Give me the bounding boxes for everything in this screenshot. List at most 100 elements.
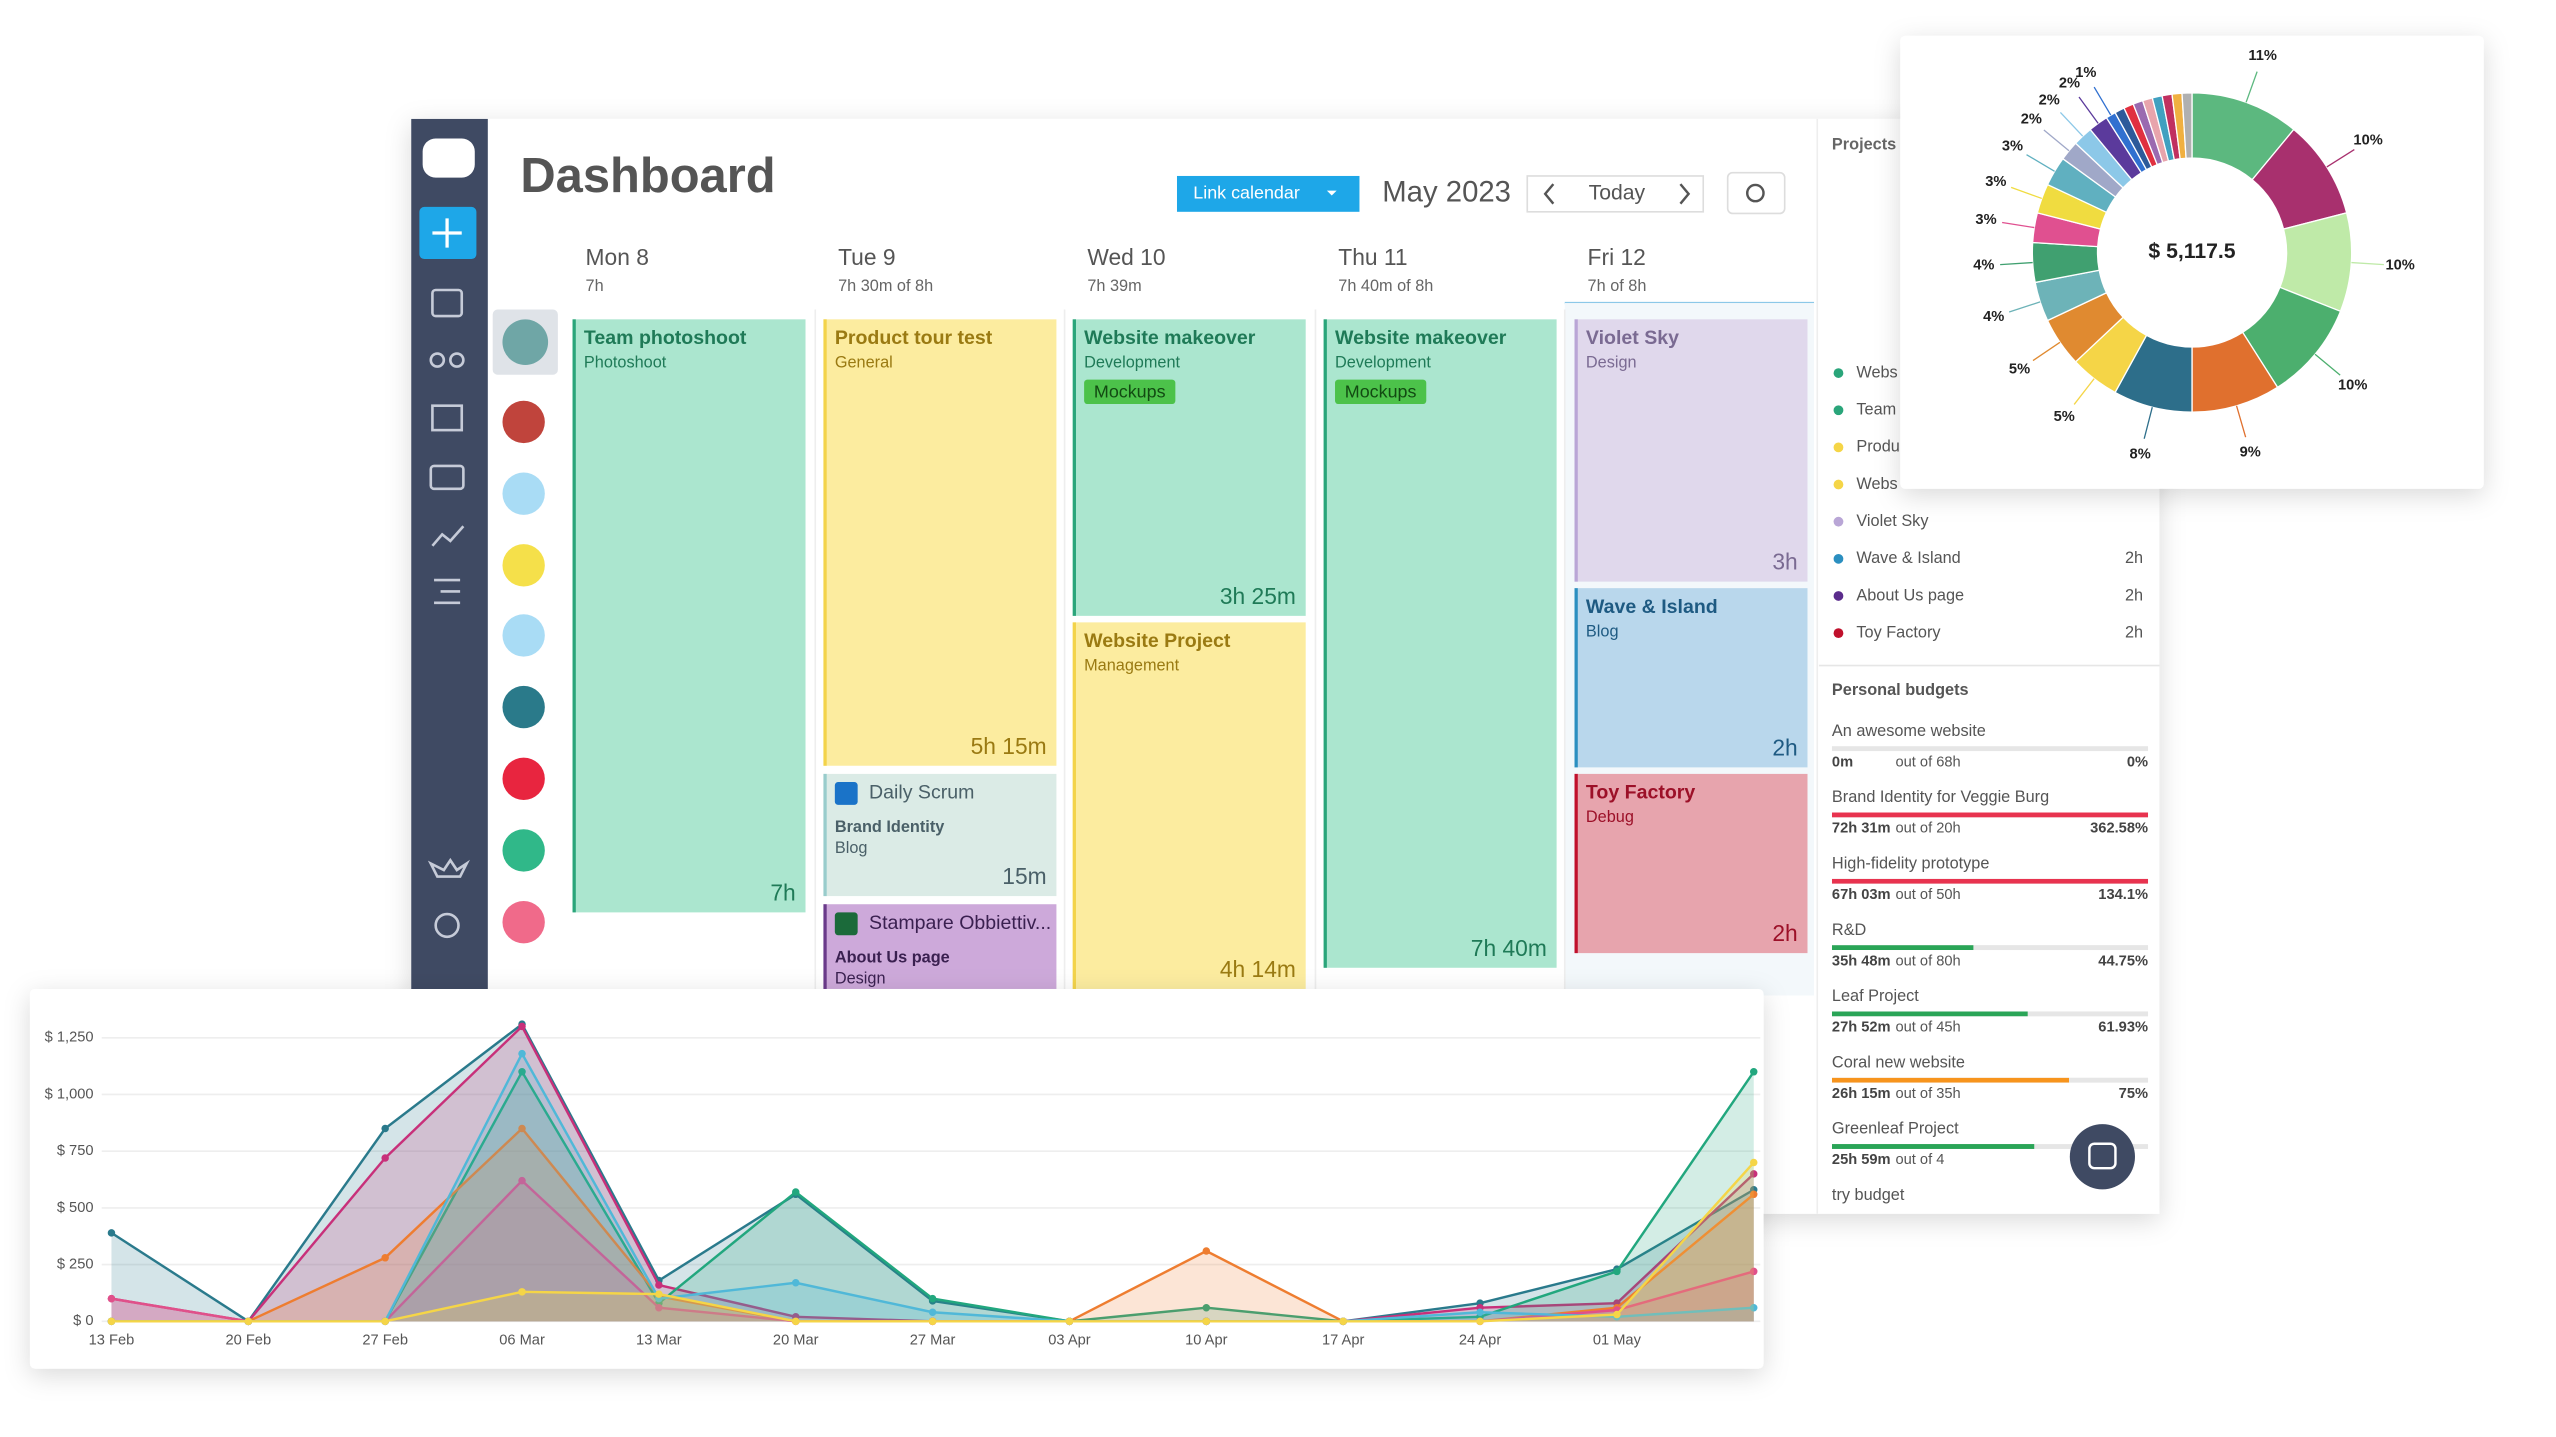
- budget-name: Coral new website: [1832, 1053, 1965, 1071]
- event-title: Team photoshoot: [584, 327, 747, 349]
- series-point: [1476, 1308, 1484, 1316]
- donut-leader: [2235, 405, 2247, 438]
- x-tick-label: 03 Apr: [1048, 1333, 1090, 1349]
- series-point: [381, 1317, 389, 1326]
- event[interactable]: [1574, 319, 1808, 582]
- budgets-title: Personal budgets: [1832, 681, 1969, 699]
- event-border: [1574, 588, 1578, 768]
- event-title: Daily Scrum: [869, 782, 974, 804]
- event[interactable]: [1574, 773, 1808, 954]
- project-name: About Us page: [1856, 586, 1964, 604]
- x-tick-label: 01 May: [1593, 1333, 1642, 1349]
- project-dot: [1833, 628, 1844, 639]
- event-duration: 4h 14m: [1220, 956, 1296, 982]
- donut-leader: [2002, 221, 2035, 229]
- series-point: [1613, 1267, 1621, 1276]
- series-point: [107, 1317, 116, 1326]
- budget-of: out of 68h: [1895, 754, 1960, 770]
- series-area: [111, 1053, 1754, 1322]
- event[interactable]: [1072, 319, 1306, 616]
- budget-spent: 26h 15m: [1832, 1086, 1891, 1102]
- budget-track: [1831, 945, 2149, 951]
- event[interactable]: [572, 319, 806, 913]
- y-tick-label: $ 1,250: [45, 1030, 94, 1046]
- series-point: [381, 1124, 389, 1133]
- chat-button[interactable]: [2069, 1124, 2135, 1190]
- series-area: [111, 1026, 1754, 1322]
- series-point: [1749, 1068, 1758, 1076]
- event[interactable]: [823, 773, 1057, 897]
- event-subtitle: Debug: [1586, 808, 1634, 826]
- project-hours: 2h: [2125, 586, 2143, 604]
- link-calendar-button[interactable]: [1176, 175, 1360, 212]
- series-point: [791, 1279, 800, 1287]
- event-title: Wave & Island: [1586, 596, 1718, 618]
- event-duration: 7h: [770, 879, 795, 905]
- donut-leader: [2010, 186, 2043, 200]
- series-point: [518, 1068, 526, 1076]
- x-tick-label: 13 Feb: [89, 1333, 135, 1349]
- plus-icon: [432, 218, 462, 248]
- event-subtitle: Photoshoot: [584, 354, 667, 372]
- day-hours: 7h 39m: [1087, 277, 1141, 295]
- donut-label: 4%: [1973, 258, 1994, 274]
- budget-spent: 0m: [1832, 754, 1853, 770]
- day-hours: 7h of 8h: [1588, 277, 1647, 295]
- event-duration: 15m: [1002, 863, 1046, 889]
- project-name: Produ: [1856, 438, 1899, 456]
- event-duration: 5h 15m: [971, 733, 1047, 759]
- x-tick-label: 06 Mar: [499, 1333, 545, 1349]
- project-name: Violet Sky: [1856, 512, 1929, 530]
- series-point: [1749, 1190, 1758, 1199]
- budget-of: out of 50h: [1895, 887, 1960, 903]
- next-button[interactable]: [1679, 183, 1691, 205]
- series-point: [791, 1317, 800, 1326]
- today-button[interactable]: Today: [1589, 181, 1646, 204]
- budget-of: out of 20h: [1895, 821, 1960, 837]
- event-subtitle: Development: [1084, 354, 1180, 372]
- project-name: Team: [1856, 401, 1896, 419]
- donut-leader: [2043, 129, 2070, 152]
- sidebar-icons: [427, 288, 470, 939]
- day-name: Mon 8: [586, 244, 649, 270]
- event[interactable]: [1323, 319, 1557, 968]
- event-tag: [1084, 379, 1176, 405]
- donut-leader: [2032, 341, 2061, 362]
- event[interactable]: [823, 319, 1057, 766]
- event-icon: [834, 912, 858, 936]
- series-point: [1749, 1170, 1758, 1178]
- budget-bar: [1831, 878, 2149, 884]
- event[interactable]: [1574, 588, 1808, 768]
- budget-bar: [1831, 945, 1974, 951]
- prev-button[interactable]: [1543, 183, 1555, 205]
- event-border: [823, 904, 827, 989]
- event-subtitle: Development: [1335, 354, 1431, 372]
- project-dot: [1833, 553, 1844, 564]
- event-duration: 2h: [1772, 920, 1797, 946]
- donut-leader: [2059, 111, 2084, 137]
- settings-button[interactable]: [1726, 171, 1786, 215]
- avatar: [502, 319, 549, 365]
- donut-leader: [2143, 407, 2153, 439]
- project-dot: [1833, 442, 1844, 453]
- donut-label: 11%: [2248, 48, 2277, 64]
- project-hours: 2h: [2125, 623, 2143, 641]
- day-name: Wed 10: [1087, 244, 1165, 270]
- series-point: [1613, 1310, 1621, 1319]
- x-tick-label: 10 Apr: [1185, 1333, 1227, 1349]
- project-dot: [1833, 368, 1844, 378]
- series-area: [111, 1024, 1754, 1322]
- series-point: [518, 1022, 526, 1031]
- avatars: [502, 400, 545, 944]
- series-point: [518, 1124, 526, 1133]
- day-hours: 7h: [586, 277, 604, 295]
- series-point: [381, 1254, 389, 1262]
- day-name: Fri 12: [1588, 244, 1646, 270]
- series-point: [1202, 1247, 1211, 1255]
- event-title: Violet Sky: [1586, 327, 1679, 349]
- x-tick-label: 13 Mar: [636, 1333, 682, 1349]
- event[interactable]: [1072, 622, 1306, 989]
- month-label: May 2023: [1382, 176, 1511, 209]
- event[interactable]: [823, 904, 1057, 989]
- series-point: [1749, 1158, 1758, 1167]
